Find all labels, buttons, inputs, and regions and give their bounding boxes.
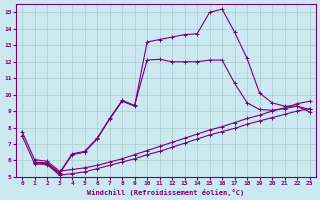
X-axis label: Windchill (Refroidissement éolien,°C): Windchill (Refroidissement éolien,°C) — [87, 189, 244, 196]
